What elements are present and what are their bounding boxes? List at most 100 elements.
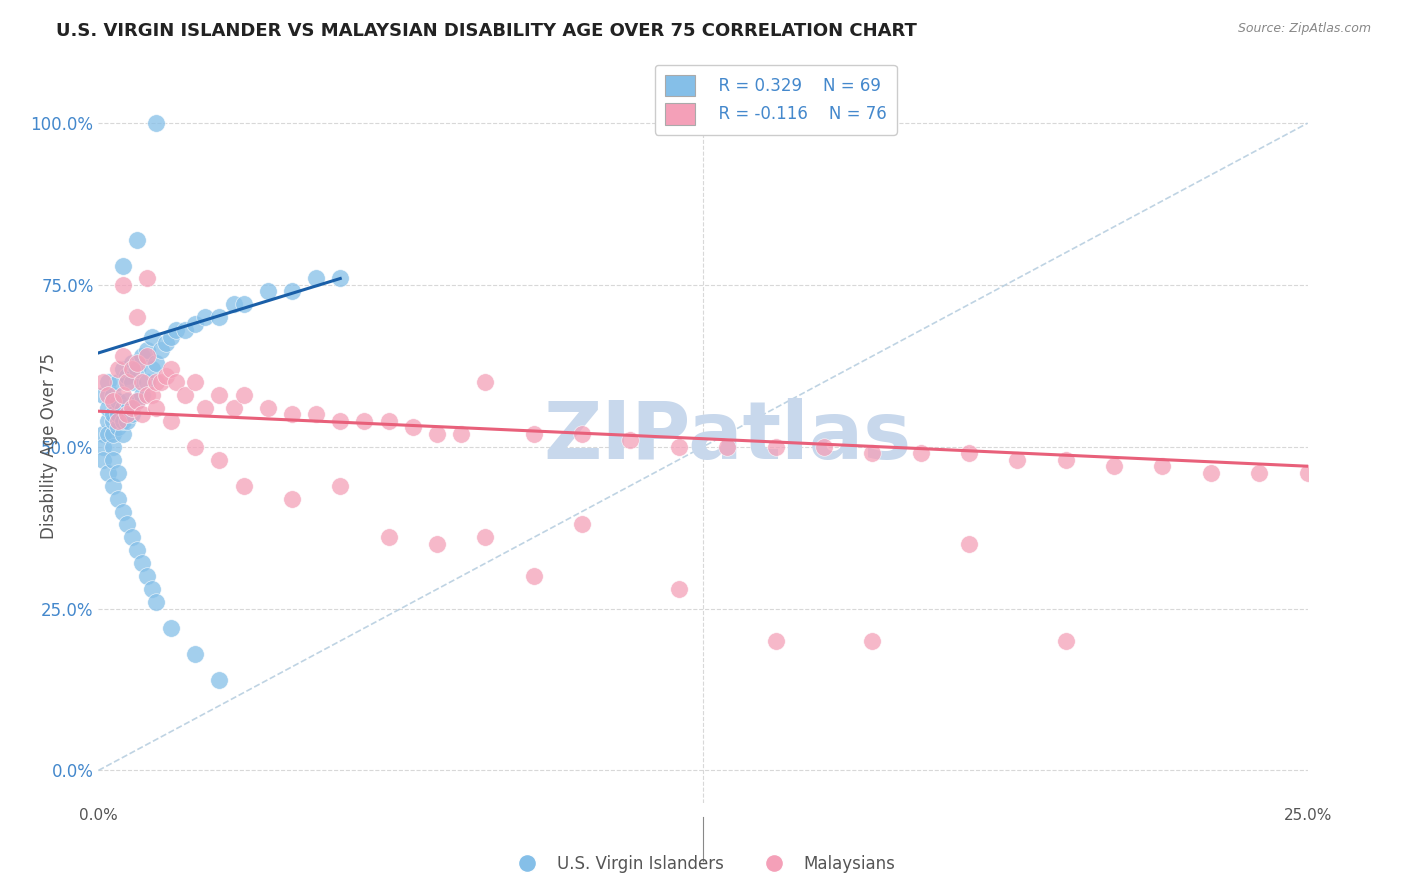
Point (135, 343, 157, 357)
Point (107, 394, 129, 409)
Point (121, 408, 143, 422)
Point (111, 504, 134, 518)
Point (184, 440, 207, 454)
Point (281, 408, 304, 422)
Text: U.S. VIRGIN ISLANDER VS MALAYSIAN DISABILITY AGE OVER 75 CORRELATION CHART: U.S. VIRGIN ISLANDER VS MALAYSIAN DISABI… (56, 22, 917, 40)
Point (208, 673, 231, 687)
Point (145, 356, 167, 370)
Point (127, 356, 149, 370)
Point (194, 401, 217, 415)
Point (111, 401, 134, 415)
Point (377, 414, 399, 428)
Point (101, 478, 124, 492)
Point (1296, 466, 1319, 480)
Point (957, 446, 980, 460)
Point (305, 271, 328, 285)
Point (232, 388, 254, 402)
Point (281, 285, 304, 299)
Point (97, 426, 120, 441)
Point (141, 362, 163, 376)
Point (150, 375, 173, 389)
Point (117, 408, 139, 422)
Point (107, 466, 129, 480)
Point (329, 271, 352, 285)
Point (117, 414, 139, 428)
Point (107, 414, 129, 428)
Point (474, 530, 496, 544)
Point (165, 323, 187, 337)
Point (145, 595, 167, 609)
Point (121, 375, 143, 389)
Point (117, 394, 139, 409)
Point (121, 401, 143, 415)
Point (1054, 452, 1077, 467)
Legend: U.S. Virgin Islanders, Malaysians: U.S. Virgin Islanders, Malaysians (503, 848, 903, 880)
Point (145, 375, 167, 389)
Point (145, 116, 167, 130)
Point (813, 440, 835, 454)
Point (619, 434, 641, 448)
Point (222, 401, 245, 415)
Point (107, 362, 129, 376)
Point (150, 343, 173, 357)
Point (141, 388, 163, 402)
Point (91, 375, 114, 389)
Point (184, 647, 207, 661)
Point (353, 414, 375, 428)
Point (141, 330, 163, 344)
Point (131, 349, 153, 363)
Point (165, 375, 187, 389)
Point (91, 426, 114, 441)
Point (131, 388, 153, 402)
Point (101, 440, 124, 454)
Point (101, 408, 124, 422)
Point (208, 310, 231, 325)
Point (1054, 634, 1077, 648)
Point (305, 408, 328, 422)
Point (184, 317, 207, 331)
Point (107, 375, 129, 389)
Point (117, 517, 139, 532)
Point (127, 394, 149, 409)
Point (426, 537, 449, 551)
Point (97, 401, 120, 415)
Point (222, 297, 245, 311)
Point (160, 621, 183, 635)
Point (117, 375, 139, 389)
Point (765, 440, 787, 454)
Point (117, 368, 139, 383)
Point (101, 452, 124, 467)
Point (232, 478, 254, 492)
Point (256, 285, 278, 299)
Point (97, 466, 120, 480)
Point (174, 323, 197, 337)
Point (127, 362, 149, 376)
Point (141, 582, 163, 597)
Point (668, 440, 690, 454)
Point (957, 537, 980, 551)
Point (232, 297, 254, 311)
Point (329, 414, 352, 428)
Point (135, 388, 157, 402)
Point (377, 530, 399, 544)
Point (1102, 459, 1125, 474)
Point (121, 356, 143, 370)
Point (135, 375, 157, 389)
Point (155, 336, 177, 351)
Point (1007, 452, 1029, 467)
Point (135, 569, 157, 583)
Point (765, 634, 787, 648)
Point (111, 414, 134, 428)
Point (97, 388, 120, 402)
Point (111, 388, 134, 402)
Point (131, 375, 153, 389)
Point (127, 543, 149, 558)
Point (155, 368, 177, 383)
Point (281, 491, 304, 506)
Point (91, 452, 114, 467)
Point (111, 259, 134, 273)
Point (571, 517, 593, 532)
Point (160, 414, 183, 428)
Point (121, 530, 143, 544)
Point (97, 375, 120, 389)
